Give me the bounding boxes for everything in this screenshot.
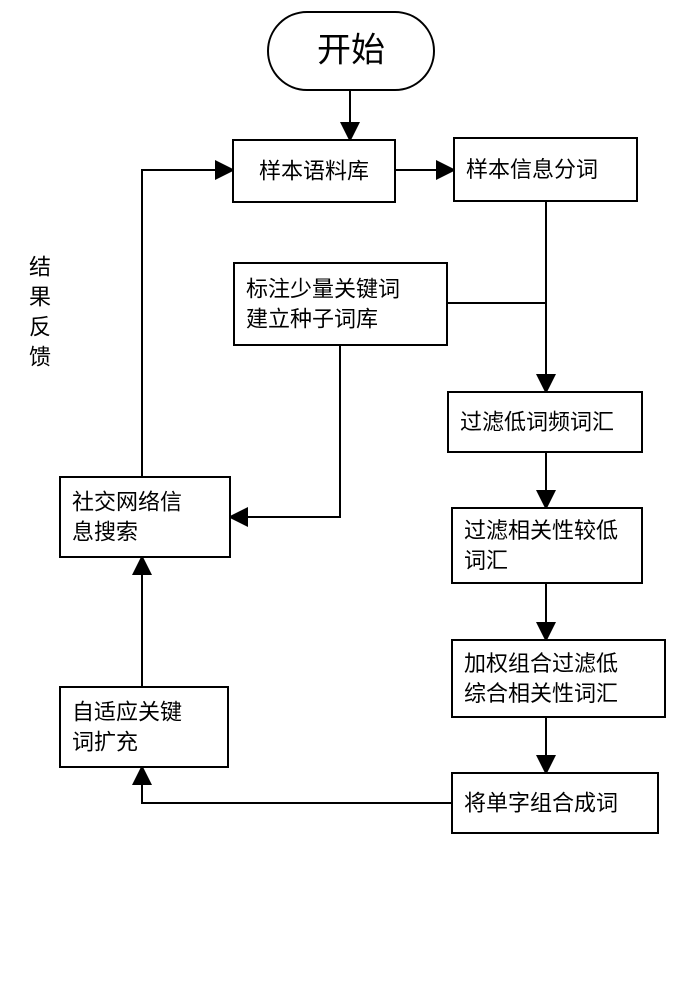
- node-label: 开始: [317, 32, 385, 70]
- node-combine: 将单字组合成词: [452, 773, 658, 833]
- node-label-line: 加权组合过滤低: [464, 651, 618, 676]
- node-label-line: 建立种子词库: [246, 307, 378, 332]
- node-label: 样本语料库: [259, 159, 369, 184]
- node-label-line: 样本信息分词: [466, 157, 598, 182]
- node-search: 社交网络信息搜索: [60, 477, 230, 557]
- node-label-line: 词扩充: [72, 730, 138, 755]
- node-label-line: 息搜索: [72, 520, 138, 545]
- node-adaptive: 自适应关键词扩充: [60, 687, 228, 767]
- node-start: 开始: [268, 12, 434, 90]
- feedback-label-char: 果: [29, 285, 51, 310]
- node-label-line: 社交网络信: [72, 490, 182, 515]
- flow-edge: [142, 767, 452, 803]
- feedback-label-char: 馈: [29, 345, 51, 370]
- flowchart-canvas: 开始样本语料库 样本信息分词标注少量关键词建立种子词库过滤低词频词汇过滤相关性较低…: [0, 0, 695, 1000]
- feedback-label-char: 结: [29, 255, 51, 280]
- node-label-line: 综合相关性词汇: [464, 681, 618, 706]
- flow-edge: [230, 345, 340, 517]
- node-filter_freq: 过滤低词频词汇: [448, 392, 642, 452]
- node-weighted: 加权组合过滤低综合相关性词汇: [452, 640, 665, 717]
- node-label-line: 标注少量关键词: [246, 277, 400, 302]
- node-label-line: 自适应关键: [72, 700, 182, 725]
- node-label-line: 词汇: [464, 548, 508, 573]
- node-seed: 标注少量关键词建立种子词库: [234, 263, 447, 345]
- feedback-label-char: 反: [29, 315, 51, 340]
- flow-edge: [142, 170, 233, 477]
- node-filter_corr: 过滤相关性较低词汇: [452, 508, 642, 583]
- node-segment: 样本信息分词: [454, 138, 637, 201]
- node-corpus: 样本语料库: [233, 140, 395, 202]
- node-label-line: 过滤相关性较低: [464, 518, 618, 543]
- node-label-line: 过滤低词频词汇: [460, 410, 614, 435]
- node-label-line: 将单字组合成词: [464, 791, 618, 816]
